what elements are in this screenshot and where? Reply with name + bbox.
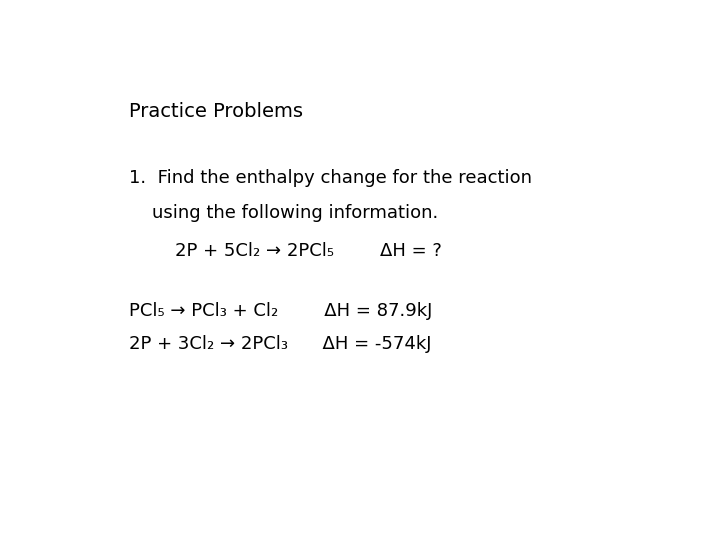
Text: 1.  Find the enthalpy change for the reaction: 1. Find the enthalpy change for the reac… — [129, 168, 532, 187]
Text: PCl₅ → PCl₃ + Cl₂        ΔH = 87.9kJ: PCl₅ → PCl₃ + Cl₂ ΔH = 87.9kJ — [129, 302, 433, 320]
Text: 2P + 3Cl₂ → 2PCl₃      ΔH = -574kJ: 2P + 3Cl₂ → 2PCl₃ ΔH = -574kJ — [129, 335, 431, 353]
Text: using the following information.: using the following information. — [129, 204, 438, 222]
Text: Practice Problems: Practice Problems — [129, 102, 303, 121]
Text: 2P + 5Cl₂ → 2PCl₅        ΔH = ?: 2P + 5Cl₂ → 2PCl₅ ΔH = ? — [129, 241, 442, 260]
